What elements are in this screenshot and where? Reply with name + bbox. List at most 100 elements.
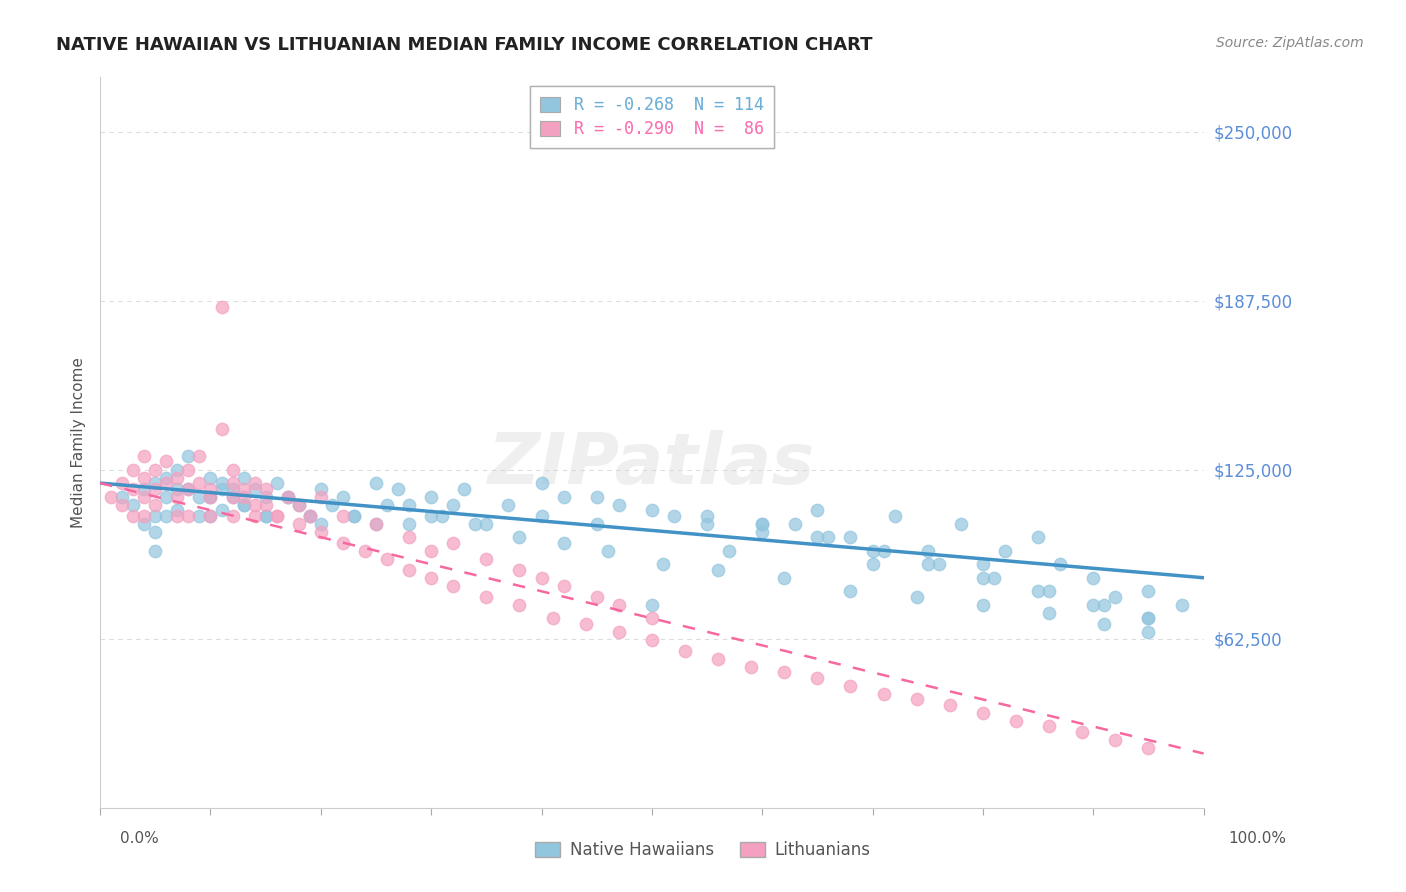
Point — [309, 516, 332, 531]
Point — [1137, 584, 1160, 599]
Point — [806, 503, 828, 517]
Point — [508, 563, 530, 577]
Point — [243, 498, 266, 512]
Point — [1026, 584, 1049, 599]
Point — [751, 516, 773, 531]
Point — [905, 692, 928, 706]
Point — [662, 508, 685, 523]
Point — [972, 558, 994, 572]
Point — [1083, 598, 1105, 612]
Point — [1104, 733, 1126, 747]
Point — [254, 490, 277, 504]
Point — [211, 503, 233, 517]
Point — [872, 687, 894, 701]
Point — [751, 524, 773, 539]
Point — [1137, 611, 1160, 625]
Y-axis label: Median Family Income: Median Family Income — [72, 357, 86, 528]
Point — [232, 490, 254, 504]
Point — [111, 476, 134, 491]
Point — [541, 611, 564, 625]
Point — [1005, 714, 1028, 728]
Point — [122, 498, 145, 512]
Point — [143, 462, 166, 476]
Text: 0.0%: 0.0% — [120, 831, 159, 846]
Point — [1092, 598, 1115, 612]
Point — [696, 516, 718, 531]
Point — [134, 516, 156, 531]
Text: Source: ZipAtlas.com: Source: ZipAtlas.com — [1216, 36, 1364, 50]
Point — [1104, 590, 1126, 604]
Point — [143, 508, 166, 523]
Point — [839, 584, 862, 599]
Point — [166, 490, 188, 504]
Point — [122, 482, 145, 496]
Point — [111, 498, 134, 512]
Point — [949, 516, 972, 531]
Point — [111, 490, 134, 504]
Point — [277, 490, 299, 504]
Legend: R = -0.268  N = 114, R = -0.290  N =  86: R = -0.268 N = 114, R = -0.290 N = 86 — [530, 86, 773, 148]
Point — [143, 476, 166, 491]
Point — [332, 490, 354, 504]
Point — [134, 490, 156, 504]
Point — [343, 508, 366, 523]
Point — [1071, 725, 1094, 739]
Point — [298, 508, 321, 523]
Point — [641, 598, 664, 612]
Point — [553, 490, 575, 504]
Point — [839, 679, 862, 693]
Point — [607, 598, 630, 612]
Point — [641, 611, 664, 625]
Point — [475, 551, 498, 566]
Point — [530, 508, 553, 523]
Point — [211, 476, 233, 491]
Point — [1038, 606, 1060, 620]
Point — [134, 449, 156, 463]
Point — [188, 449, 211, 463]
Point — [607, 498, 630, 512]
Point — [354, 543, 377, 558]
Point — [641, 503, 664, 517]
Point — [155, 454, 177, 468]
Point — [441, 498, 464, 512]
Point — [862, 543, 884, 558]
Point — [420, 490, 443, 504]
Point — [972, 571, 994, 585]
Point — [100, 490, 122, 504]
Point — [143, 543, 166, 558]
Point — [806, 530, 828, 544]
Point — [309, 482, 332, 496]
Point — [596, 543, 619, 558]
Point — [475, 590, 498, 604]
Point — [398, 530, 420, 544]
Point — [332, 535, 354, 549]
Point — [143, 498, 166, 512]
Point — [432, 508, 454, 523]
Point — [1038, 584, 1060, 599]
Text: NATIVE HAWAIIAN VS LITHUANIAN MEDIAN FAMILY INCOME CORRELATION CHART: NATIVE HAWAIIAN VS LITHUANIAN MEDIAN FAM… — [56, 36, 873, 54]
Point — [983, 571, 1005, 585]
Point — [343, 508, 366, 523]
Point — [287, 516, 309, 531]
Point — [177, 482, 200, 496]
Point — [1038, 719, 1060, 733]
Point — [806, 671, 828, 685]
Point — [277, 490, 299, 504]
Point — [398, 516, 420, 531]
Point — [221, 462, 243, 476]
Point — [1049, 558, 1071, 572]
Point — [166, 508, 188, 523]
Point — [453, 482, 475, 496]
Point — [298, 508, 321, 523]
Point — [287, 498, 309, 512]
Point — [200, 508, 222, 523]
Point — [553, 535, 575, 549]
Point — [155, 476, 177, 491]
Point — [266, 508, 288, 523]
Point — [862, 558, 884, 572]
Point — [585, 590, 607, 604]
Point — [254, 498, 277, 512]
Point — [200, 490, 222, 504]
Point — [1092, 616, 1115, 631]
Point — [143, 524, 166, 539]
